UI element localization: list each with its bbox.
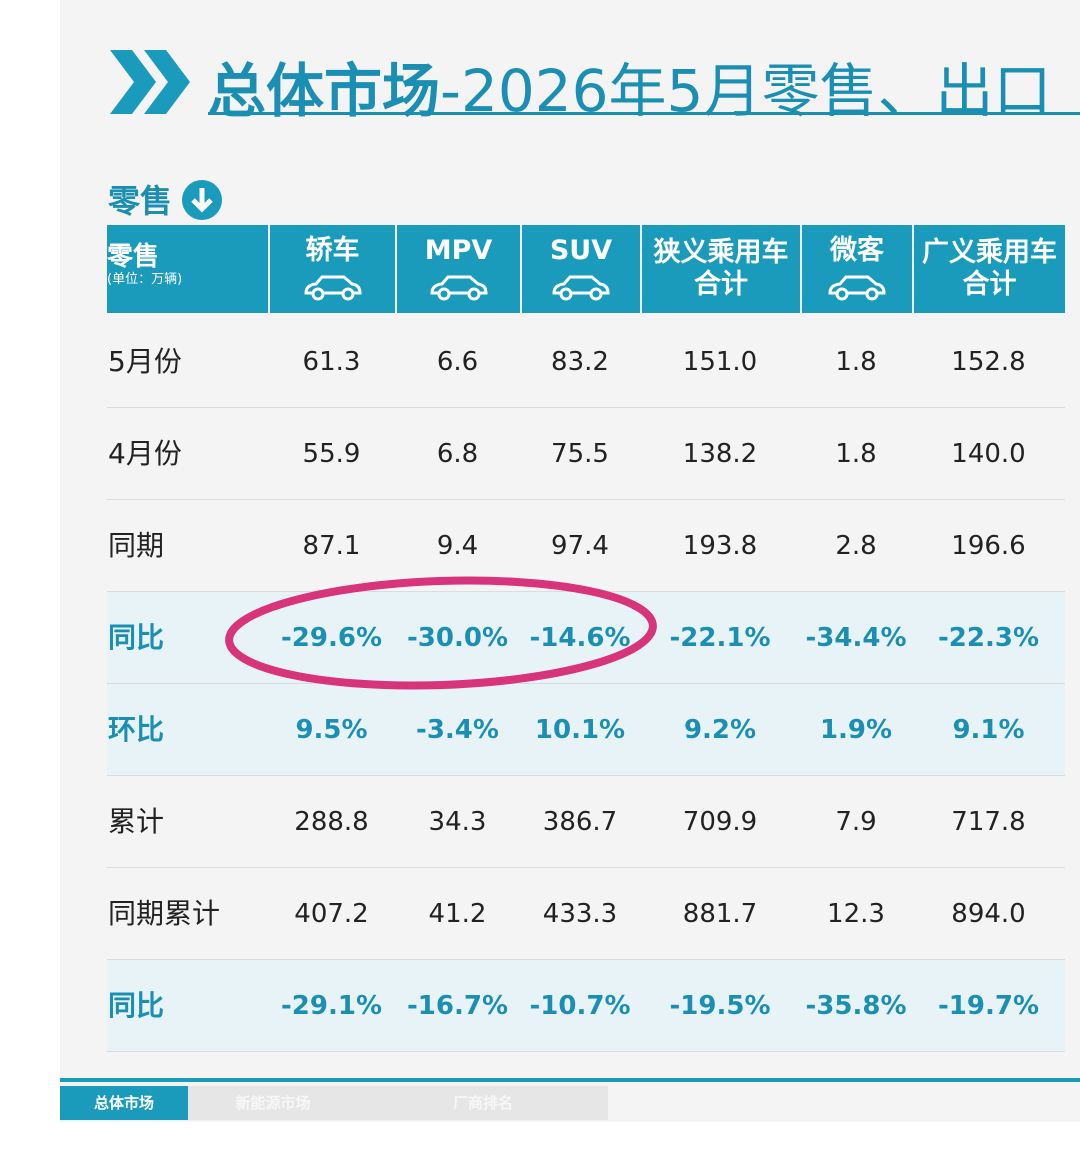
column-header-line: 狭义乘用车 bbox=[653, 237, 789, 268]
row-label: 5月份 bbox=[108, 345, 182, 378]
row-label: 同期 bbox=[108, 529, 165, 562]
table-cell: 138.2 bbox=[682, 439, 758, 469]
table-cell: 152.8 bbox=[951, 347, 1026, 377]
column-header: MPV bbox=[395, 225, 520, 313]
table-cell: 1.8 bbox=[835, 439, 877, 469]
row-label: 同比 bbox=[108, 621, 165, 654]
table-cell: -29.1% bbox=[281, 991, 382, 1021]
table-cell: -22.3% bbox=[938, 623, 1039, 653]
title: 总体市场-2026年5月零售、出口 bbox=[208, 44, 1051, 128]
column-header: SUV bbox=[520, 225, 640, 313]
table-cell: -29.6% bbox=[281, 623, 382, 653]
tab: 厂商排名 bbox=[358, 1086, 608, 1120]
table-cell: 9.2% bbox=[683, 715, 757, 745]
table-cell: 196.6 bbox=[951, 531, 1026, 561]
column-header-line: SUV bbox=[549, 235, 613, 266]
table-cell: -30.0% bbox=[407, 623, 508, 653]
car-icon bbox=[522, 273, 640, 301]
column-header-line: 广义乘用车 bbox=[922, 237, 1057, 268]
table-cell: -22.1% bbox=[669, 623, 771, 653]
down-icon bbox=[182, 180, 222, 220]
table-cell: 894.0 bbox=[951, 899, 1026, 929]
table-row: 5月份 61.3 6.6 83.2 151.0 1.8 152.8 bbox=[107, 316, 1065, 408]
table-cell: -16.7% bbox=[407, 991, 508, 1021]
table-cell: -19.5% bbox=[669, 991, 771, 1021]
table-cell: -19.7% bbox=[938, 991, 1039, 1021]
row-label: 同期累计 bbox=[108, 897, 221, 930]
car-icon bbox=[397, 273, 520, 301]
table-cell: 709.9 bbox=[682, 807, 758, 837]
unit-label: (单位：万辆) bbox=[107, 272, 183, 287]
column-header: 轿车 bbox=[268, 225, 395, 313]
table-cell: 717.8 bbox=[951, 807, 1026, 837]
car-icon bbox=[802, 273, 912, 301]
corner-header: 零售 (单位：万辆) bbox=[107, 225, 268, 313]
table-cell: -34.4% bbox=[805, 623, 907, 653]
row-label: 环比 bbox=[108, 713, 165, 746]
table-cell: 6.6 bbox=[436, 347, 479, 377]
table-cell: 433.3 bbox=[542, 899, 618, 929]
table-cell: 75.5 bbox=[551, 439, 609, 469]
tab-line bbox=[60, 1078, 1080, 1082]
table-cell: -3.4% bbox=[416, 715, 499, 745]
table-cell: 97.4 bbox=[551, 531, 609, 561]
table-cell: -10.7% bbox=[529, 991, 631, 1021]
table-cell: 87.1 bbox=[302, 531, 361, 561]
table-cell: 12.3 bbox=[827, 899, 885, 929]
table-cell: 2.8 bbox=[835, 531, 877, 561]
column-header-line: MPV bbox=[424, 235, 493, 266]
row-label: 累计 bbox=[108, 805, 165, 838]
table-cell: 9.1% bbox=[952, 715, 1025, 745]
column-header-line: 合计 bbox=[694, 269, 748, 300]
table-cell: 7.9 bbox=[835, 807, 877, 837]
row-label: 4月份 bbox=[108, 437, 182, 470]
chevron-icon bbox=[110, 50, 190, 114]
table-row: 同期累计 407.2 41.2 433.3 881.7 12.3 894.0 bbox=[107, 868, 1065, 960]
table-row: 同期 87.1 9.4 97.4 193.8 2.8 196.6 bbox=[107, 500, 1065, 592]
table-cell: 41.2 bbox=[428, 899, 487, 929]
table-cell: 83.2 bbox=[551, 347, 609, 377]
tab: 总体市场 bbox=[60, 1086, 188, 1120]
table-cell: 193.8 bbox=[682, 531, 758, 561]
corner-title: 零售 bbox=[107, 242, 160, 272]
table-cell: 407.2 bbox=[294, 899, 369, 929]
table-row: 同比 -29.6% -30.0% -14.6% -22.1% -34.4% -22.3% bbox=[107, 592, 1065, 684]
header-row bbox=[107, 225, 1065, 313]
table-cell: -35.8% bbox=[805, 991, 907, 1021]
table-cell: 61.3 bbox=[302, 347, 361, 377]
table-cell: -14.6% bbox=[529, 623, 631, 653]
table-cell: 9.5% bbox=[295, 715, 368, 745]
section-label: 零售 bbox=[108, 182, 173, 220]
table-cell: 881.7 bbox=[682, 899, 758, 929]
table-cell: 288.8 bbox=[294, 807, 369, 837]
column-header-line: 合计 bbox=[962, 269, 1017, 300]
column-header-line: 轿车 bbox=[305, 235, 360, 266]
table-row: 4月份 55.9 6.8 75.5 138.2 1.8 140.0 bbox=[107, 408, 1065, 500]
column-header: 广义乘用车 合计 bbox=[912, 225, 1065, 313]
table-cell: 1.9% bbox=[819, 715, 893, 745]
table-row: 累计 288.8 34.3 386.7 709.9 7.9 717.8 bbox=[107, 776, 1065, 868]
title-underline bbox=[208, 112, 1080, 115]
car-icon bbox=[270, 273, 395, 301]
table-cell: 10.1% bbox=[534, 715, 626, 745]
slide-background bbox=[60, 0, 1080, 1122]
table-cell: 140.0 bbox=[951, 439, 1026, 469]
table-cell: 6.8 bbox=[436, 439, 479, 469]
table-cell: 386.7 bbox=[542, 807, 618, 837]
table-row: 同比 -29.1% -16.7% -10.7% -19.5% -35.8% -19.7% bbox=[107, 960, 1065, 1052]
table-cell: 1.8 bbox=[835, 347, 877, 377]
column-header: 狭义乘用车 合计 bbox=[640, 225, 800, 313]
table-cell: 151.0 bbox=[682, 347, 758, 377]
column-header: 微客 bbox=[800, 225, 912, 313]
table-cell: 34.3 bbox=[428, 807, 487, 837]
table-cell: 55.9 bbox=[302, 439, 361, 469]
column-header-line: 微客 bbox=[830, 235, 884, 266]
row-label: 同比 bbox=[108, 989, 165, 1022]
tab: 新能源市场 bbox=[188, 1086, 358, 1120]
table-row: 环比 9.5% -3.4% 10.1% 9.2% 1.9% 9.1% bbox=[107, 684, 1065, 776]
table-cell: 9.4 bbox=[436, 531, 479, 561]
